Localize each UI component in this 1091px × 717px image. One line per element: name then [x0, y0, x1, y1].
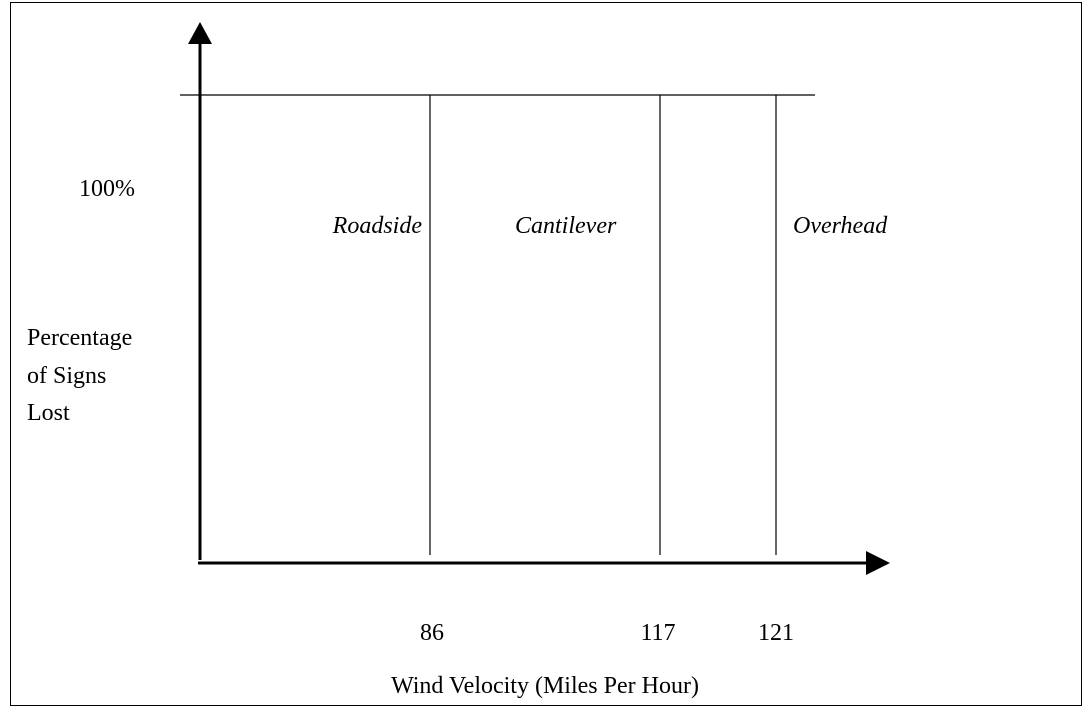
y-axis-label: of Signs: [27, 363, 106, 389]
frame: [10, 2, 1082, 706]
y-axis-label: Lost: [27, 400, 70, 426]
y-axis-label: Percentage: [27, 325, 132, 351]
x-tick-label: 121: [758, 620, 794, 646]
region-label: Roadside: [332, 213, 423, 239]
x-tick-label: 86: [420, 620, 444, 646]
region-label: Cantilever: [515, 213, 617, 239]
y-tick-label: 100%: [79, 176, 135, 202]
y-axis-arrow: [188, 22, 212, 44]
x-axis-arrow: [866, 551, 890, 575]
x-tick-label: 117: [640, 620, 675, 646]
region-label: Overhead: [793, 213, 888, 239]
x-axis-label: Wind Velocity (Miles Per Hour): [391, 673, 699, 699]
